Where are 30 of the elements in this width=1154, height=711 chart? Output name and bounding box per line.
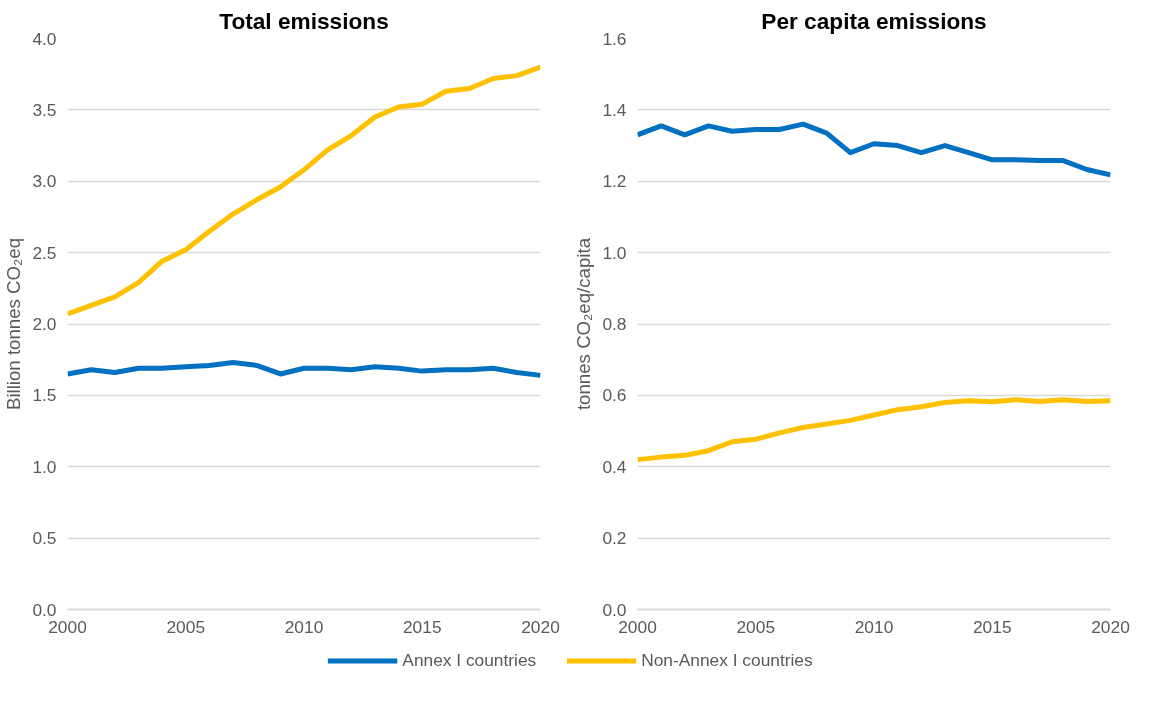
y-tick-label: 0.2 (602, 528, 627, 549)
y-tick-label: 0.8 (602, 314, 627, 334)
y-tick-label: 1.4 (602, 99, 627, 120)
y-tick-label: 0.4 (602, 456, 627, 477)
y-tick-label: 4.0 (32, 28, 57, 49)
x-tick-label: 2010 (854, 616, 894, 637)
chart-title: Per capita emissions (761, 7, 987, 34)
y-tick-label: 3.0 (32, 171, 57, 192)
x-tick-label: 2020 (521, 616, 560, 637)
y-tick-label: 1.5 (32, 385, 57, 406)
y-tick-label: 0.5 (32, 528, 57, 549)
y-tick-label: 1.2 (602, 171, 627, 192)
y-tick-label: 1.0 (602, 242, 627, 263)
x-tick-label: 2005 (166, 616, 206, 637)
y-tick-label: 2.5 (32, 242, 57, 263)
x-tick-label: 2015 (972, 616, 1012, 637)
legend-label: Non-Annex I countries (641, 649, 813, 671)
y-tick-label: 1.6 (602, 28, 627, 49)
x-tick-label: 2010 (284, 616, 324, 637)
y-tick-label: 1.0 (32, 456, 57, 477)
chart-title: Total emissions (219, 7, 389, 34)
legend-label: Annex I countries (402, 649, 537, 671)
x-tick-label: 2005 (736, 616, 776, 637)
y-axis-title: Billion tonnes CO₂eq (3, 237, 25, 411)
x-tick-label: 2015 (402, 616, 442, 637)
x-tick-label: 2020 (1091, 616, 1130, 637)
y-tick-label: 2.0 (32, 314, 57, 334)
y-tick-label: 0.6 (602, 385, 627, 406)
y-tick-label: 3.5 (32, 99, 57, 120)
y-axis-title: tonnes CO₂eq/capita (573, 237, 595, 411)
